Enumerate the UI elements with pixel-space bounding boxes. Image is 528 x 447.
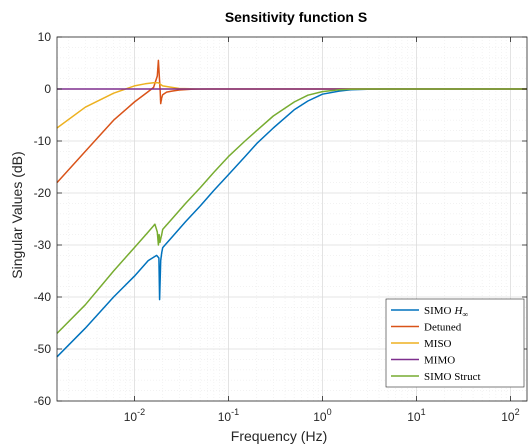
y-tick-label: -20 [34,186,52,200]
series-layer [56,59,527,358]
x-tick-label: 10-2 [124,407,145,424]
x-tick-label: 102 [501,407,519,424]
y-tick-label: -60 [34,394,52,408]
y-tick-label: -40 [34,290,52,304]
x-axis-label: Frequency (Hz) [231,428,327,444]
legend-label: MIMO [424,355,455,367]
y-tick-label: -10 [34,134,52,148]
y-tick-labels: 10 0 -10 -20 -30 -40 -50 -60 [34,30,52,408]
y-tick-label: -30 [34,238,52,252]
legend-label: SIMO H∞ [424,305,468,319]
tick-marks [57,36,527,402]
legend: SIMO H∞ Detuned MISO MIMO SIMO Struct [385,298,525,388]
series-line-simo-struct [56,88,527,334]
y-axis-label: Singular Values (dB) [9,151,25,278]
legend-label: Detuned [424,322,462,334]
y-tick-label: 10 [38,30,52,44]
x-tick-labels: 10-2 10-1 100 101 102 [124,407,520,424]
y-tick-label: -50 [34,342,52,356]
x-tick-label: 100 [313,407,331,424]
chart-title: Sensitivity function S [225,9,367,25]
x-tick-label: 10-1 [218,407,239,424]
series-line-simo-hinf [56,88,527,358]
legend-label: SIMO Struct [424,371,481,383]
x-tick-label: 101 [407,407,425,424]
plot-frame [56,36,528,402]
legend-label: MISO [424,338,452,350]
y-tick-label: 0 [44,82,51,96]
